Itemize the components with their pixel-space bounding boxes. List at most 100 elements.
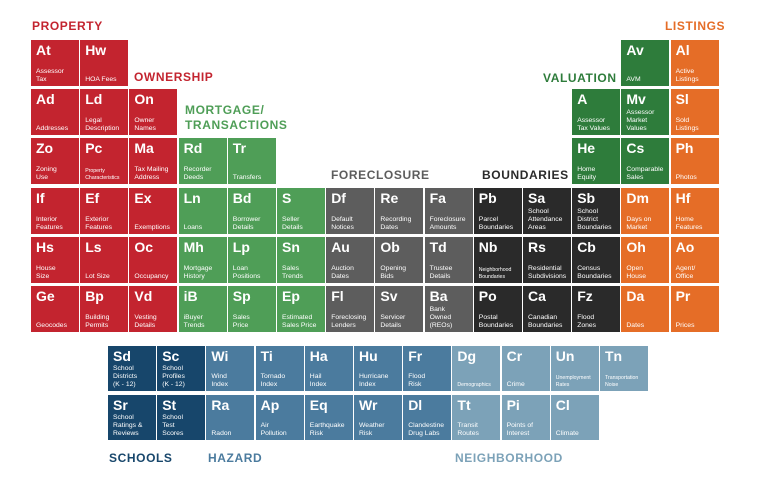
- element-symbol: Ep: [282, 288, 300, 304]
- element-tile-ge: Ge Geocodes: [31, 286, 79, 332]
- element-label: Exemptions: [134, 223, 170, 231]
- element-tile-sn: Sn Sales Trends: [277, 236, 325, 283]
- element-symbol: Pr: [675, 288, 691, 304]
- element-symbol: Ra: [211, 397, 230, 414]
- element-symbol: Tr: [232, 140, 247, 157]
- element-symbol: Cs: [626, 140, 645, 157]
- element-symbol: Ca: [528, 288, 546, 304]
- element-tile-dl: Dl Clandestine Drug Labs: [403, 395, 452, 441]
- element-symbol: Rs: [528, 238, 546, 255]
- element-label: Hail Index: [309, 373, 327, 388]
- element-tile-hf: Hf Home Features: [670, 187, 719, 234]
- element-tile-tt: Tt Transit Routes: [452, 395, 501, 441]
- element-label: Assessor Tax Values: [577, 117, 610, 133]
- element-label: Sales Price: [232, 314, 250, 329]
- element-tile-at: At Assessor Tax: [31, 40, 79, 86]
- element-tile-ob: Ob Opening Bids: [375, 236, 424, 283]
- element-label: Clandestine Drug Labs: [408, 422, 445, 438]
- element-symbol: Rd: [183, 140, 203, 157]
- element-tile-da: Da Dates: [621, 286, 670, 332]
- element-tile-ma: Ma Tax Mailing Address: [129, 138, 178, 185]
- element-label: Wind Index: [211, 373, 229, 388]
- element-tile-dm: Dm Days on Market: [621, 187, 670, 234]
- element-tile-pi: Pi Points of Interest: [501, 395, 550, 441]
- element-tile-hu: Hu Hurricane Index: [354, 346, 402, 391]
- element-label: Opening Bids: [380, 264, 407, 280]
- element-tile-wr: Wr Weather Risk: [354, 395, 402, 441]
- element-label: Interior Features: [36, 215, 63, 231]
- element-tile-dg: Dg Demographics: [452, 346, 501, 391]
- element-tile-rs: Rs Residential Subdivisions: [523, 236, 571, 283]
- element-tile-ep: Ep Estimated Sales Price: [277, 286, 325, 332]
- element-symbol: Sd: [113, 348, 131, 364]
- element-symbol: Bd: [232, 189, 252, 206]
- element-tile-tn: Tn Transportation Noise: [600, 346, 648, 391]
- element-symbol: St: [162, 397, 177, 414]
- element-label: Tornado Index: [260, 373, 286, 388]
- element-label: Assessor Market Values: [626, 109, 655, 133]
- element-label: Exterior Features: [85, 215, 113, 231]
- category-label-property: PROPERTY: [32, 19, 103, 33]
- element-tile-ap: Ap Air Pollution: [255, 395, 304, 441]
- element-label: Geocodes: [36, 322, 67, 329]
- element-label: Building Permits: [85, 314, 110, 329]
- element-symbol: Sl: [675, 91, 689, 108]
- element-label: Zoning Use: [36, 166, 57, 182]
- element-label: Loan Positions: [232, 264, 261, 280]
- element-label: Transportation Noise: [605, 375, 639, 388]
- element-label: School Ratings & Reviews: [113, 414, 143, 438]
- element-symbol: Sc: [162, 348, 180, 364]
- element-label: Borrower Details: [232, 215, 261, 231]
- element-label: Neighborhood Boundaries: [478, 266, 512, 280]
- element-tile-oc: Oc Occupancy: [129, 236, 178, 283]
- element-label: Dates: [626, 322, 645, 329]
- element-symbol: Oh: [626, 238, 646, 255]
- element-tile-vd: Vd Vesting Details: [129, 286, 178, 332]
- element-symbol: Da: [626, 288, 645, 304]
- element-label: Tax Mailing Address: [134, 166, 169, 182]
- element-symbol: Fa: [429, 189, 446, 206]
- element-symbol: Td: [429, 238, 447, 255]
- element-symbol: Dm: [626, 189, 649, 206]
- category-label-schools: SCHOOLS: [109, 451, 173, 465]
- element-symbol: Df: [331, 189, 346, 206]
- element-tile-df: Df Default Notices: [326, 187, 375, 234]
- element-tile-ad: Ad Addresses: [31, 89, 79, 136]
- element-symbol: Cl: [555, 397, 570, 414]
- element-label: Points of Interest: [506, 422, 534, 438]
- element-symbol: Sr: [113, 397, 128, 414]
- element-label: Seller Details: [282, 215, 303, 231]
- element-tile-cb: Cb Census Boundaries: [572, 236, 621, 283]
- element-label: Trustee Details: [429, 264, 453, 280]
- element-symbol: Ph: [675, 140, 694, 157]
- element-symbol: Sp: [232, 288, 251, 304]
- category-label-ownership: OWNERSHIP: [134, 70, 214, 84]
- element-tile-ca: Ca Canadian Boundaries: [523, 286, 571, 332]
- category-label-hazard: HAZARD: [208, 451, 263, 465]
- element-tile-sl: Sl Sold Listings: [670, 89, 719, 136]
- element-tile-bp: Bp Building Permits: [80, 286, 129, 332]
- element-label: Home Features: [675, 215, 703, 231]
- element-symbol: Wi: [211, 348, 229, 364]
- element-tile-if: If Interior Features: [31, 187, 79, 234]
- element-symbol: Ef: [85, 189, 100, 206]
- element-tile-pc: Pc Property Characteristics: [80, 138, 129, 185]
- element-tile-ra: Ra Radon: [206, 395, 255, 441]
- element-label: School Districts (K - 12): [113, 365, 138, 388]
- element-label: Recorder Deeds: [183, 166, 212, 182]
- element-tile-ao: Ao Agent/ Office: [670, 236, 719, 283]
- element-tile-tr: Tr Transfers: [227, 138, 276, 185]
- element-tile-au: Au Auction Dates: [326, 236, 375, 283]
- element-symbol: He: [577, 140, 596, 157]
- element-tile-eq: Eq Earthquake Risk: [304, 395, 353, 441]
- element-symbol: Ln: [183, 189, 201, 206]
- element-tile-sv: Sv Servicer Details: [375, 286, 424, 332]
- element-tile-nb: Nb Neighborhood Boundaries: [473, 236, 522, 283]
- element-symbol: Zo: [36, 140, 54, 157]
- element-tile-hs: Hs House Size: [31, 236, 79, 283]
- element-label: Vesting Details: [134, 314, 157, 329]
- element-tile-ba: Ba Bank Owned (REOs): [424, 286, 473, 332]
- element-label: Climate: [555, 430, 579, 438]
- element-symbol: A: [577, 91, 588, 108]
- element-label: Servicer Details: [380, 314, 406, 329]
